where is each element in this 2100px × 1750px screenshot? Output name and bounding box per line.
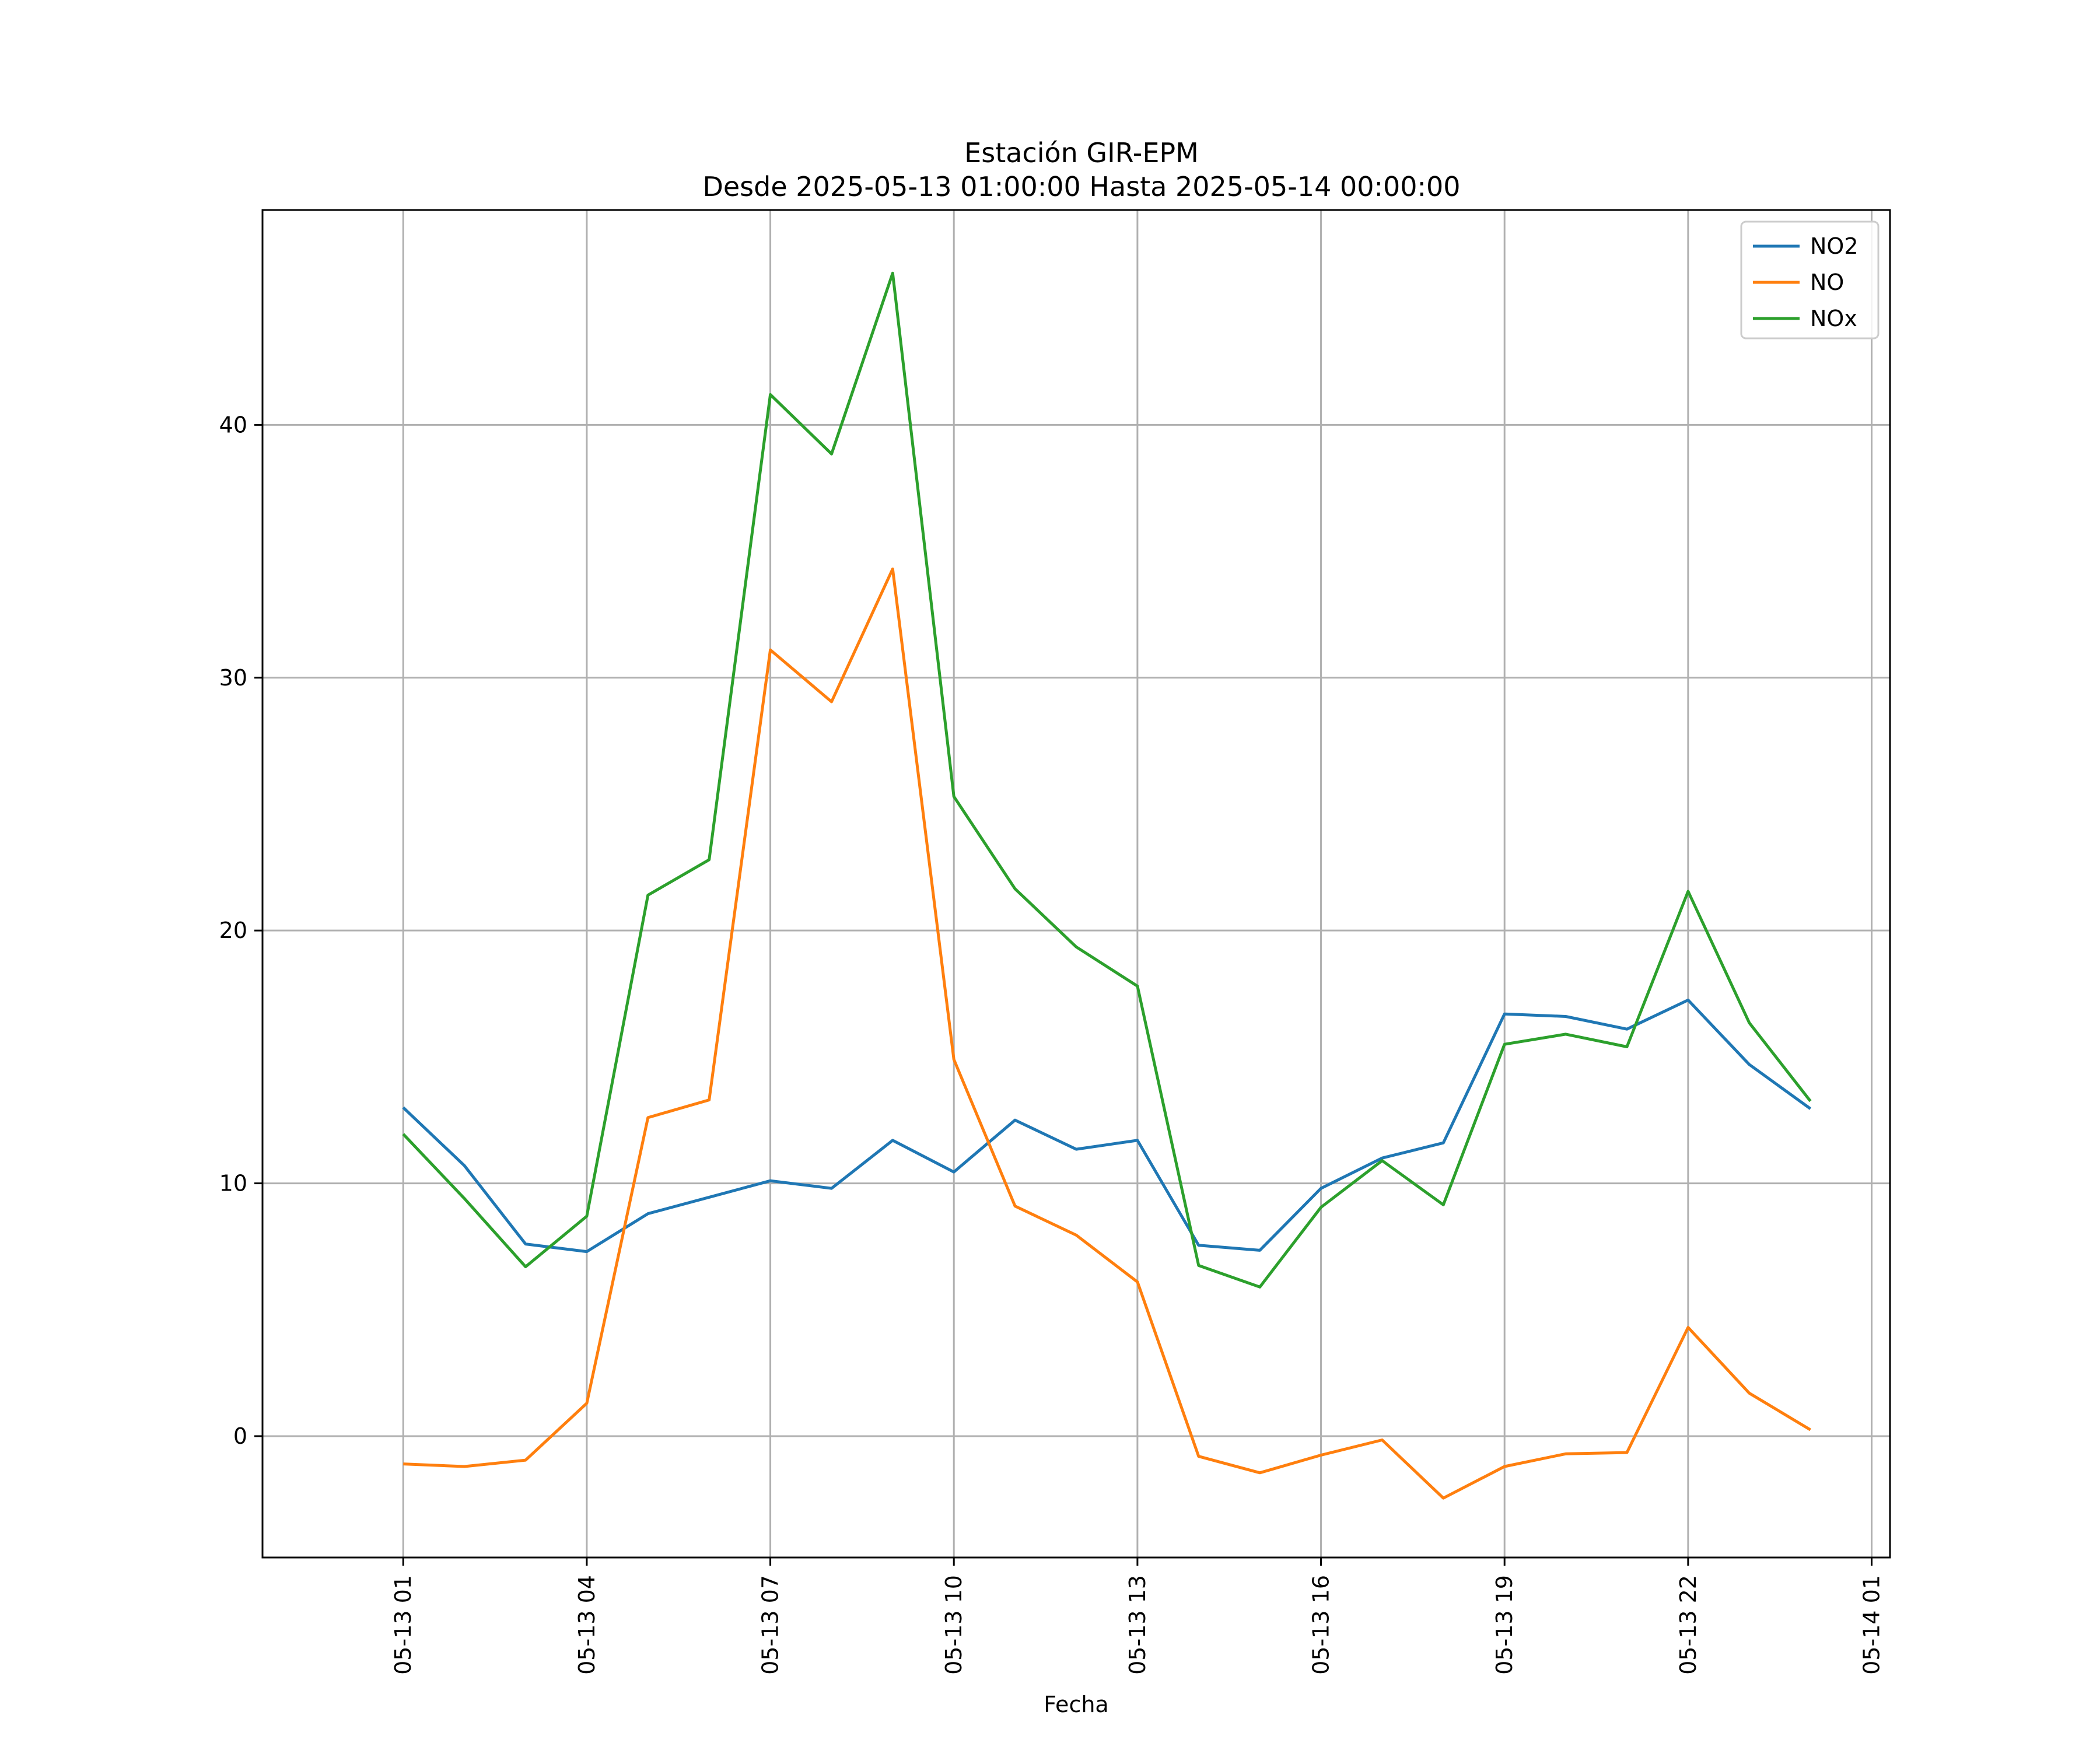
x-tick-label: 05-13 19 [1492,1575,1517,1675]
x-tick-label: 05-13 10 [941,1575,967,1675]
x-tick-label: 05-13 07 [758,1575,783,1675]
x-tick-label: 05-14 01 [1859,1575,1885,1675]
y-tick-label: 20 [219,918,247,943]
x-tick-label: 05-13 16 [1308,1575,1334,1675]
x-axis-label: Fecha [1044,1692,1108,1717]
legend-label-nox: NOx [1810,306,1857,331]
legend-label-no: NO [1810,270,1844,295]
y-tick-label: 40 [219,412,247,438]
x-tick-label: 05-13 04 [574,1575,600,1675]
series-lines [402,271,1812,1500]
series-line-nox [402,271,1812,1289]
x-axis: 05-13 01 05-13 04 05-13 07 05-13 10 05-13 13… [390,1558,1885,1675]
x-tick-label: 05-13 22 [1675,1575,1701,1675]
y-axis: 0 10 20 30 40 [219,412,262,1449]
legend: NO2 NO NOx [1740,220,1880,340]
y-tick-label: 0 [233,1423,247,1449]
series-line-no [403,567,1811,1500]
x-tick-label: 05-13 01 [390,1575,416,1675]
chart-subtitle: Desde 2025-05-13 01:00:00 Hasta 2025-05-… [702,171,1460,202]
y-tick-label: 10 [219,1171,247,1196]
legend-label-no2: NO2 [1810,233,1859,259]
series-line-no2 [402,998,1812,1254]
grid [262,210,1890,1558]
plot-area-frame [261,209,1891,1559]
legend-box [1740,220,1880,340]
chart-title: Estación GIR-EPM [964,137,1199,169]
y-tick-label: 30 [219,665,247,691]
x-tick-label: 05-13 13 [1125,1575,1150,1675]
